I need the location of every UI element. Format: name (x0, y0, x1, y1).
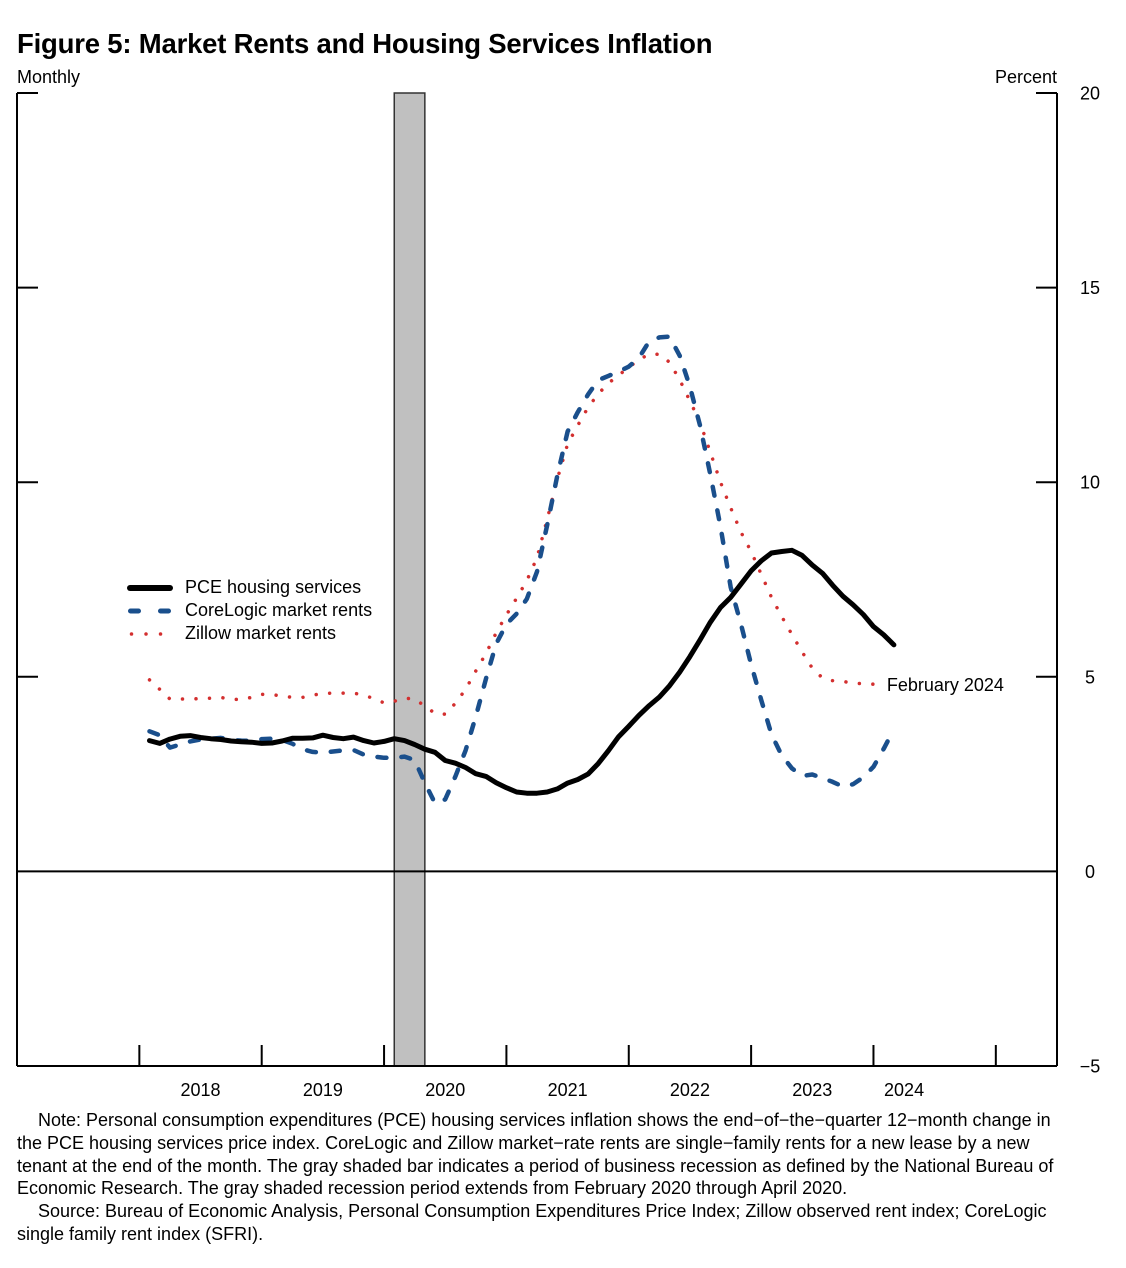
x-tick-label: 2018 (181, 1080, 221, 1100)
figure-notes: Note: Personal consumption expenditures … (17, 1109, 1057, 1246)
y-tick-label: 15 (1080, 278, 1100, 298)
series-line-pce (147, 547, 897, 796)
recession-shading-layer (393, 92, 426, 1067)
x-tick-label: 2021 (548, 1080, 588, 1100)
y-tick-label: 0 (1085, 862, 1095, 882)
axes-layer (16, 92, 1058, 1067)
labels-layer: 20 15 10 5 0 −5 2018 2019 2020 2021 2022 2023 2024 Fe… (181, 84, 1101, 1101)
y-tick-label: 20 (1080, 84, 1100, 104)
y-tick-label: 10 (1080, 473, 1100, 493)
legend-swatch-dotted-line (129, 632, 164, 636)
legend-item-zillow: Zillow market rents (126, 622, 372, 645)
series-line-zillow (147, 352, 886, 716)
note-paragraph: Note: Personal consumption expenditures … (17, 1110, 1054, 1199)
x-tick-label: 2020 (425, 1080, 465, 1100)
series-layer (147, 334, 897, 806)
figure-title: Figure 5: Market Rents and Housing Servi… (17, 28, 713, 59)
frequency-label: Monthly (17, 67, 81, 87)
x-tick-label: 2024 (884, 1080, 924, 1100)
chart-area: 20 15 10 5 0 −5 2018 2019 2020 2021 2022 2023 2024 Fe… (16, 84, 1101, 1101)
chart-legend: PCE housing services CoreLogic market re… (126, 576, 372, 645)
legend-item-corelogic: CoreLogic market rents (126, 599, 372, 622)
x-tick-label: 2022 (670, 1080, 710, 1100)
y-tick-label: 5 (1085, 667, 1095, 687)
legend-item-pce: PCE housing services (126, 576, 372, 599)
series-line-corelogic (147, 334, 897, 806)
legend-swatch-dashed-line (128, 608, 173, 614)
x-tick-label: 2023 (792, 1080, 832, 1100)
end-date-annotation: February 2024 (887, 675, 1004, 695)
legend-swatch-solid-line (127, 585, 173, 591)
x-tick-label: 2019 (303, 1080, 343, 1100)
y-tick-label: −5 (1080, 1057, 1101, 1077)
recession-shaded-bar (393, 92, 426, 1067)
y-axis-unit-label: Percent (994, 67, 1057, 87)
legend-label-pce: PCE housing services (185, 577, 362, 597)
legend-label-corelogic: CoreLogic market rents (185, 600, 373, 620)
source-paragraph: Source: Bureau of Economic Analysis, Per… (17, 1201, 1047, 1244)
legend-label-zillow: Zillow market rents (185, 623, 337, 643)
